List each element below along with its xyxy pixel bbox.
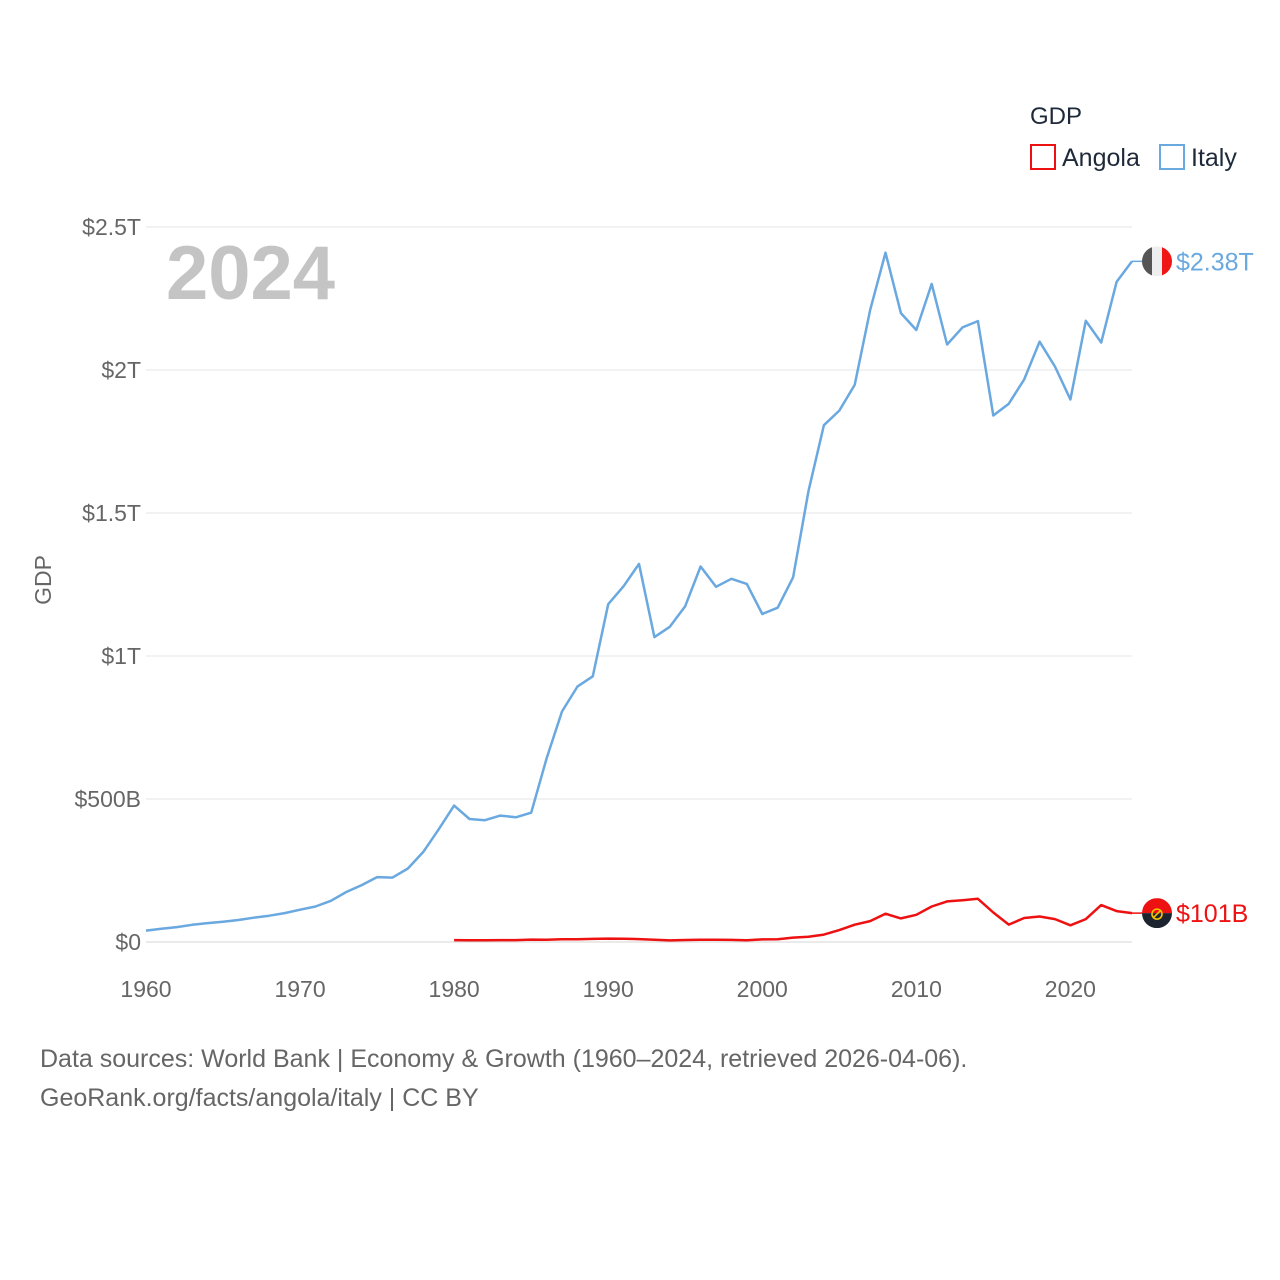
x-axis-ticks: 1960 1970 1980 1990 2000 2010 2020: [120, 976, 1096, 1002]
series-line-angola: [454, 897, 1133, 942]
series-line-italy: [145, 251, 1134, 932]
y-tick-label: $1.5T: [82, 500, 141, 526]
legend: GDP Angola Italy: [1030, 103, 1237, 172]
end-label-italy: $2.38T: [1176, 248, 1254, 276]
y-tick-label: $0: [115, 929, 141, 955]
legend-label-angola: Angola: [1062, 144, 1140, 172]
end-label-angola: $101B: [1176, 900, 1248, 928]
legend-swatch-angola: [1030, 144, 1056, 170]
italy-flag-icon: [1142, 246, 1172, 277]
x-tick-label: 1990: [583, 976, 634, 1002]
grid-lines: [146, 226, 1132, 943]
footer-line-link[interactable]: GeoRank.org/facts/angola/italy | CC BY: [40, 1084, 479, 1112]
legend-item-angola[interactable]: Angola: [1030, 144, 1140, 172]
series-lines: [145, 251, 1134, 942]
footer-line-sources: Data sources: World Bank | Economy & Gro…: [40, 1045, 968, 1073]
y-tick-label: $2T: [101, 357, 141, 383]
y-tick-label: $2.5T: [82, 214, 141, 240]
x-tick-label: 2010: [891, 976, 942, 1002]
footer-sources: Data sources: World Bank | Economy & Gro…: [40, 1040, 967, 1118]
y-axis-label: GDP: [30, 555, 56, 605]
x-tick-label: 1980: [429, 976, 480, 1002]
end-labels: $101B $2.38T: [1132, 246, 1254, 929]
y-tick-label: $500B: [74, 786, 141, 812]
legend-label-italy: Italy: [1191, 144, 1237, 172]
y-tick-label: $1T: [101, 643, 141, 669]
y-axis-ticks: $0 $500B $1T $1.5T $2T $2.5T: [74, 214, 141, 955]
x-tick-label: 1960: [120, 976, 171, 1002]
legend-swatch-italy: [1159, 144, 1185, 170]
angola-flag-icon: [1142, 898, 1172, 929]
legend-title: GDP: [1030, 103, 1082, 130]
legend-item-italy[interactable]: Italy: [1159, 144, 1237, 172]
x-tick-label: 2020: [1045, 976, 1096, 1002]
x-tick-label: 2000: [737, 976, 788, 1002]
year-watermark: 2024: [166, 231, 335, 316]
x-tick-label: 1970: [274, 976, 325, 1002]
